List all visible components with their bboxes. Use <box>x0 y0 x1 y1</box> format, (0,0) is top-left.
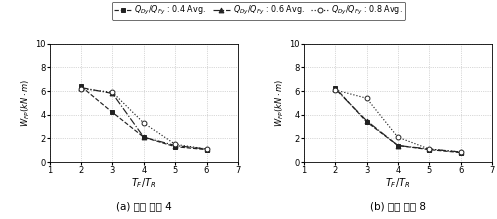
X-axis label: $T_F/T_R$: $T_F/T_R$ <box>385 177 411 190</box>
Legend: $Q_{Dy}/Q_{Fy}$ : 0.4 Avg., $Q_{Dy}/Q_{Fy}$ : 0.6 Avg., $Q_{Dy}/Q_{Fy}$ : 0.8 Av: $Q_{Dy}/Q_{Fy}$ : 0.4 Avg., $Q_{Dy}/Q_{F… <box>112 2 405 20</box>
X-axis label: $T_F/T_R$: $T_F/T_R$ <box>131 177 157 190</box>
Title: (b) 변형 비율 8: (b) 변형 비율 8 <box>370 201 426 211</box>
Y-axis label: $W_{FP}(kN\cdot m)$: $W_{FP}(kN\cdot m)$ <box>20 79 32 127</box>
Y-axis label: $W_{FP}(kN\cdot m)$: $W_{FP}(kN\cdot m)$ <box>274 79 286 127</box>
Title: (a) 변형 비율 4: (a) 변형 비율 4 <box>116 201 171 211</box>
